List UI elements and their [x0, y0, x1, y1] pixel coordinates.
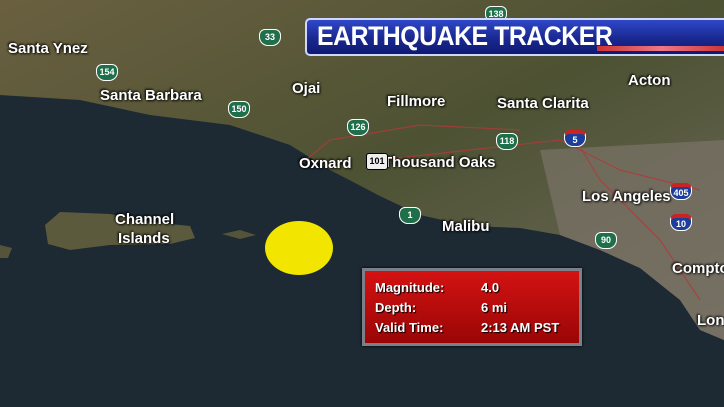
highway-1-shield: 1 [399, 207, 421, 224]
label-islands: Islands [118, 230, 170, 247]
label-santa-clarita: Santa Clarita [497, 95, 589, 112]
magnitude-row: Magnitude: 4.0 [375, 280, 499, 295]
label-thousand-oaks: Thousand Oaks [383, 154, 496, 171]
interstate-405-shield: 405 [670, 183, 692, 200]
highway-150-shield: 150 [228, 101, 250, 118]
highway-33-shield: 33 [259, 29, 281, 46]
label-compton: Compton [672, 260, 724, 277]
depth-label: Depth: [375, 300, 417, 315]
highway-154-shield: 154 [96, 64, 118, 81]
highway-126-shield: 126 [347, 119, 369, 136]
depth-row: Depth: 6 mi [375, 300, 507, 315]
label-ojai: Ojai [292, 80, 321, 97]
label-santa-barbara: Santa Barbara [100, 87, 202, 104]
quake-info-box: Magnitude: 4.0 Depth: 6 mi Valid Time: 2:13… [362, 268, 582, 346]
time-label: Valid Time: [375, 320, 444, 335]
banner-title: EARTHQUAKE TRACKER [317, 21, 613, 51]
label-los-angeles: Los Angeles [582, 188, 671, 205]
highway-90-shield: 90 [595, 232, 617, 249]
label-malibu: Malibu [442, 218, 490, 235]
title-banner: EARTHQUAKE TRACKER [305, 18, 724, 56]
depth-value: 6 mi [481, 300, 508, 315]
highway-118-shield: 118 [496, 133, 518, 150]
interstate-5-shield: 5 [564, 130, 586, 147]
interstate-10-shield: 10 [670, 214, 692, 231]
magnitude-label: Magnitude: [375, 280, 445, 295]
time-value: 2:13 AM PST [481, 320, 560, 335]
us-101-shield: 101 [366, 153, 388, 170]
label-long-beach: Long [697, 312, 724, 329]
channel-islands [45, 212, 195, 250]
label-fillmore: Fillmore [387, 93, 446, 110]
earthquake-epicenter-marker [265, 221, 333, 275]
mainland [0, 0, 724, 340]
label-oxnard: Oxnard [299, 155, 352, 172]
label-channel: Channel [115, 211, 175, 228]
label-acton: Acton [628, 72, 671, 89]
label-santa-ynez: Santa Ynez [8, 40, 88, 57]
banner-stripe [597, 46, 724, 51]
time-row: Valid Time: 2:13 AM PST [375, 320, 559, 335]
magnitude-value: 4.0 [481, 280, 500, 295]
